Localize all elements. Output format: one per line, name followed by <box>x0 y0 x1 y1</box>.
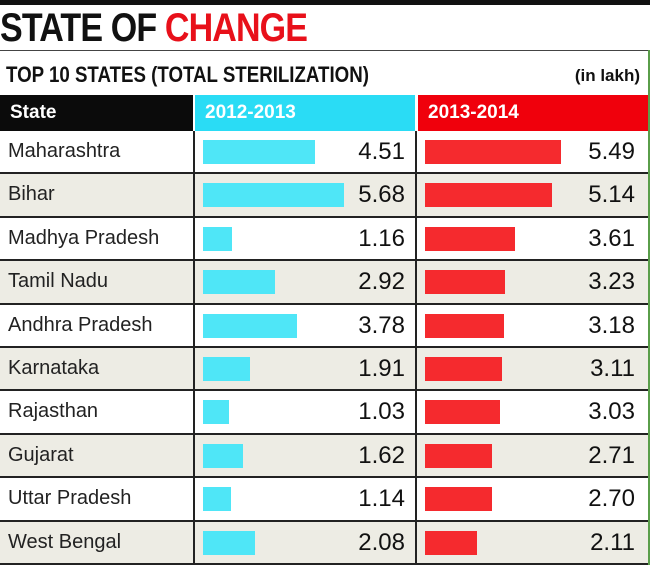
bar-2012-2013 <box>203 356 251 381</box>
divider <box>415 217 417 260</box>
value-2013-2014: 5.49 <box>588 138 635 165</box>
table-body: Maharashtra 4.51 5.49 Bihar 5.68 5.14 Madh… <box>0 131 648 565</box>
divider <box>415 304 417 346</box>
headline-red: CHANGE <box>164 6 308 50</box>
table-row: Rajasthan 1.03 3.03 <box>0 391 648 435</box>
value-2012-2013: 1.03 <box>358 398 405 426</box>
divider <box>193 391 195 433</box>
divider <box>415 131 417 173</box>
bar-2013-2014 <box>425 183 553 208</box>
value-2013-2014: 2.71 <box>588 441 635 469</box>
table-row: Andhra Pradesh 3.78 3.18 <box>0 304 648 348</box>
value-2013-2014: 3.23 <box>588 268 635 296</box>
bar-2012-2013 <box>203 140 315 164</box>
divider <box>415 521 417 563</box>
bar-2012-2013 <box>203 313 297 338</box>
value-2013-2014: 2.70 <box>588 485 635 513</box>
divider <box>193 478 195 520</box>
divider <box>415 261 417 303</box>
divider <box>0 50 650 51</box>
state-name: Madhya Pradesh <box>8 226 160 249</box>
value-2012-2013: 1.14 <box>358 485 405 513</box>
divider <box>415 478 417 520</box>
bar-2013-2014 <box>425 530 478 555</box>
bar-2012-2013 <box>203 443 244 468</box>
table-row: Bihar 5.68 5.14 <box>0 174 648 218</box>
divider <box>193 521 195 563</box>
bar-2012-2013 <box>203 226 232 251</box>
table-row: Madhya Pradesh 1.16 3.61 <box>0 217 648 262</box>
value-2012-2013: 2.92 <box>358 268 405 296</box>
header-2013-2014: 2013-2014 <box>418 95 648 131</box>
value-2013-2014: 3.61 <box>588 224 635 252</box>
bar-2012-2013 <box>203 270 276 295</box>
bar-2013-2014 <box>425 487 492 512</box>
table-row: Maharashtra 4.51 5.49 <box>0 131 648 175</box>
state-name: Bihar <box>8 183 55 206</box>
unit-label: (in lakh) <box>574 66 640 85</box>
state-name: Maharashtra <box>8 140 121 162</box>
bar-2012-2013 <box>203 487 232 512</box>
value-2012-2013: 5.68 <box>358 181 405 209</box>
bar-2013-2014 <box>425 270 506 295</box>
header-state: State <box>0 95 193 131</box>
state-name: Karnataka <box>8 356 100 379</box>
headline: STATE OF CHANGE <box>0 6 308 51</box>
divider <box>193 434 195 477</box>
divider <box>193 131 195 173</box>
bar-2012-2013 <box>203 400 229 425</box>
value-2012-2013: 4.51 <box>358 138 405 165</box>
bar-2013-2014 <box>425 313 504 338</box>
bar-2012-2013 <box>203 183 344 208</box>
value-2013-2014: 3.18 <box>588 311 635 339</box>
divider <box>415 174 417 216</box>
divider <box>193 304 195 346</box>
value-2013-2014: 2.11 <box>590 528 635 556</box>
divider <box>193 261 195 303</box>
value-2012-2013: 1.91 <box>358 354 405 382</box>
table-row: Uttar Pradesh 1.14 2.70 <box>0 478 648 522</box>
bar-2013-2014 <box>425 140 561 164</box>
divider <box>193 174 195 216</box>
state-name: Andhra Pradesh <box>8 313 153 336</box>
state-name: Rajasthan <box>8 400 99 423</box>
border <box>648 50 650 565</box>
table-row: Karnataka 1.91 3.11 <box>0 347 648 392</box>
table-row: Tamil Nadu 2.92 3.23 <box>0 261 648 305</box>
divider <box>415 391 417 433</box>
bar-2012-2013 <box>203 530 255 555</box>
state-name: Gujarat <box>8 443 74 466</box>
value-2012-2013: 2.08 <box>358 528 405 556</box>
divider <box>193 347 195 390</box>
table-row: West Bengal 2.08 2.11 <box>0 521 648 565</box>
value-2012-2013: 1.62 <box>358 441 405 469</box>
header-2012-2013: 2012-2013 <box>195 95 415 131</box>
bar-2013-2014 <box>425 356 503 381</box>
value-2013-2014: 3.11 <box>590 354 635 382</box>
state-name: Tamil Nadu <box>8 270 109 293</box>
top-rule <box>0 0 650 5</box>
value-2013-2014: 5.14 <box>588 181 635 209</box>
divider <box>193 217 195 260</box>
bar-2013-2014 <box>425 443 493 468</box>
divider <box>415 434 417 477</box>
divider <box>415 347 417 390</box>
headline-black: STATE OF <box>0 6 165 50</box>
value-2012-2013: 1.16 <box>358 224 405 252</box>
bar-2013-2014 <box>425 400 501 425</box>
table-row: Gujarat 1.62 2.71 <box>0 434 648 479</box>
bar-2013-2014 <box>425 226 515 251</box>
state-name: Uttar Pradesh <box>8 487 132 510</box>
state-name: West Bengal <box>8 530 122 553</box>
value-2012-2013: 3.78 <box>358 311 405 339</box>
chart-title: TOP 10 STATES (TOTAL STERILIZATION) <box>6 62 369 87</box>
value-2013-2014: 3.03 <box>588 398 635 426</box>
